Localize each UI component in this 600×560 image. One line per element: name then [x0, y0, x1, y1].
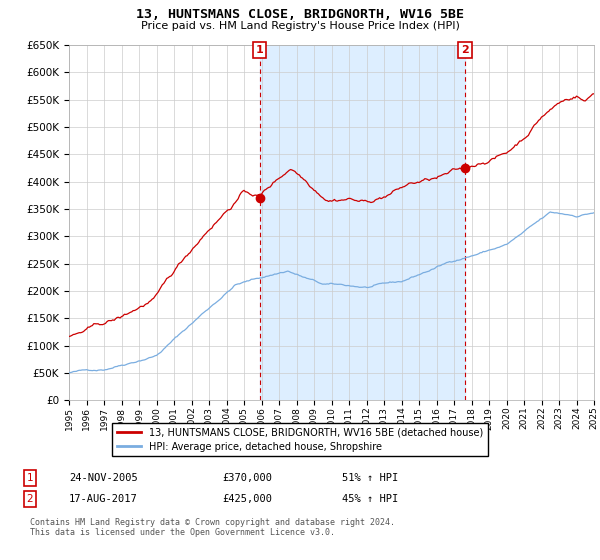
Text: 17-AUG-2017: 17-AUG-2017 [69, 494, 138, 504]
Text: 51% ↑ HPI: 51% ↑ HPI [342, 473, 398, 483]
Text: 1: 1 [256, 45, 263, 55]
Text: 1: 1 [26, 473, 34, 483]
Text: Contains HM Land Registry data © Crown copyright and database right 2024.
This d: Contains HM Land Registry data © Crown c… [30, 518, 395, 538]
Text: £370,000: £370,000 [222, 473, 272, 483]
Text: £425,000: £425,000 [222, 494, 272, 504]
Text: 13, HUNTSMANS CLOSE, BRIDGNORTH, WV16 5BE: 13, HUNTSMANS CLOSE, BRIDGNORTH, WV16 5B… [136, 8, 464, 21]
Text: Price paid vs. HM Land Registry's House Price Index (HPI): Price paid vs. HM Land Registry's House … [140, 21, 460, 31]
Bar [260, 45, 465, 400]
Text: 2: 2 [461, 45, 469, 55]
Legend: 13, HUNTSMANS CLOSE, BRIDGNORTH, WV16 5BE (detached house), HPI: Average price, : 13, HUNTSMANS CLOSE, BRIDGNORTH, WV16 5B… [112, 423, 488, 456]
Text: 2: 2 [26, 494, 34, 504]
Text: 24-NOV-2005: 24-NOV-2005 [69, 473, 138, 483]
Text: 45% ↑ HPI: 45% ↑ HPI [342, 494, 398, 504]
